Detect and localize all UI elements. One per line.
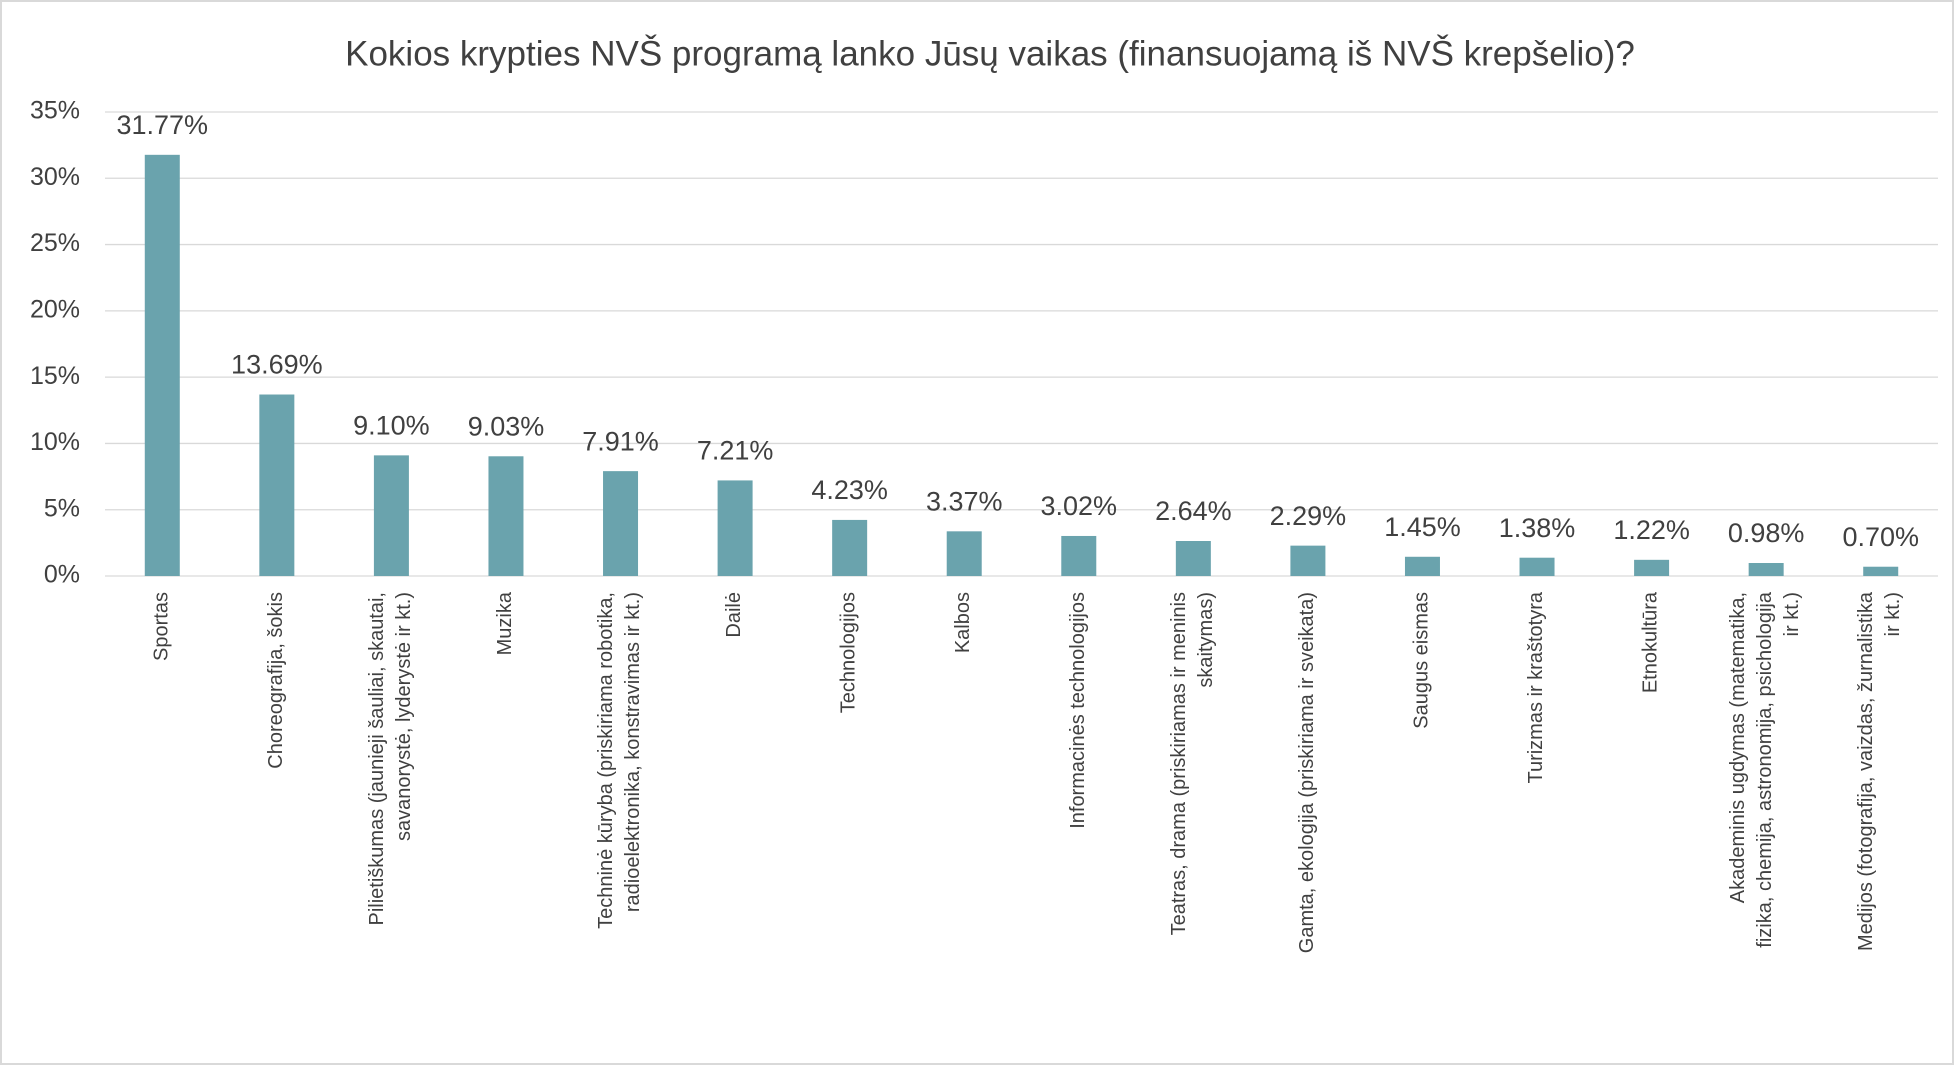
bar — [603, 471, 639, 576]
data-label: 9.03% — [468, 411, 545, 441]
x-tick-label: Saugus eismas — [1411, 592, 1433, 729]
bar — [488, 456, 524, 576]
x-tick-label: Choreografija, šokis — [265, 592, 287, 769]
data-label: 31.77% — [116, 110, 208, 140]
data-label: 2.29% — [1270, 501, 1347, 531]
bar — [832, 519, 868, 576]
data-label: 13.69% — [231, 350, 323, 380]
bar — [1748, 563, 1784, 576]
x-tick-label: Turizmas ir kraštotyra — [1525, 591, 1547, 783]
bar — [1061, 535, 1097, 576]
bar — [946, 531, 982, 576]
bar — [717, 480, 753, 576]
data-label: 3.02% — [1041, 491, 1118, 521]
data-label: 2.64% — [1155, 496, 1232, 526]
y-tick-label: 0% — [44, 561, 80, 589]
data-label: 1.22% — [1613, 515, 1690, 545]
bar — [1519, 557, 1555, 576]
x-tick-label: Etnokultūra — [1640, 591, 1662, 693]
x-tick-label: Gamta, ekologija (priskiriama ir sveikat… — [1296, 592, 1318, 953]
bar — [144, 154, 180, 577]
data-label: 0.98% — [1728, 518, 1805, 548]
y-tick-label: 10% — [30, 428, 80, 456]
bar — [259, 394, 295, 576]
y-tick-label: 35% — [30, 97, 80, 125]
x-tick-label: Techninė kūryba (priskiriama robotika, ra… — [595, 592, 644, 929]
x-tick-label: Dailė — [723, 592, 745, 638]
data-label: 0.70% — [1842, 522, 1919, 552]
x-tick-label: Technologijos — [838, 592, 860, 713]
bar — [1175, 541, 1211, 576]
x-tick-label: Informacinės technologijos — [1067, 592, 1089, 829]
y-tick-label: 25% — [30, 229, 80, 257]
data-label: 3.37% — [926, 486, 1003, 516]
data-label: 1.38% — [1499, 513, 1576, 543]
data-label: 1.45% — [1384, 512, 1461, 542]
y-tick-label: 5% — [44, 494, 80, 522]
bar — [1863, 566, 1899, 576]
data-label: 7.21% — [697, 436, 774, 466]
y-tick-label: 30% — [30, 163, 80, 191]
data-label: 4.23% — [811, 475, 888, 505]
y-tick-label: 20% — [30, 295, 80, 323]
chart-title: Kokios krypties NVŠ programą lanko Jūsų … — [345, 34, 1635, 73]
bar — [1404, 556, 1440, 576]
x-tick-label: Pilietiškumas (jaunieji šauliai, skautai… — [366, 592, 415, 925]
bar — [1290, 545, 1326, 576]
y-tick-label: 15% — [30, 362, 80, 390]
data-label: 7.91% — [582, 426, 659, 456]
bar — [1634, 559, 1670, 576]
bar — [373, 455, 409, 576]
data-label: 9.10% — [353, 410, 430, 440]
x-tick-label: Sportas — [151, 592, 173, 661]
x-tick-label: Akademinis ugdymas (matematika, fizika, c… — [1727, 591, 1803, 948]
x-tick-label: Medijos (fotografija, vaizdas, žurnalist… — [1856, 591, 1905, 951]
x-tick-label: Teatras, drama (priskiriamas ir meninis s… — [1168, 592, 1217, 935]
x-tick-label: Kalbos — [953, 592, 975, 653]
x-tick-label: Muzika — [494, 591, 516, 655]
